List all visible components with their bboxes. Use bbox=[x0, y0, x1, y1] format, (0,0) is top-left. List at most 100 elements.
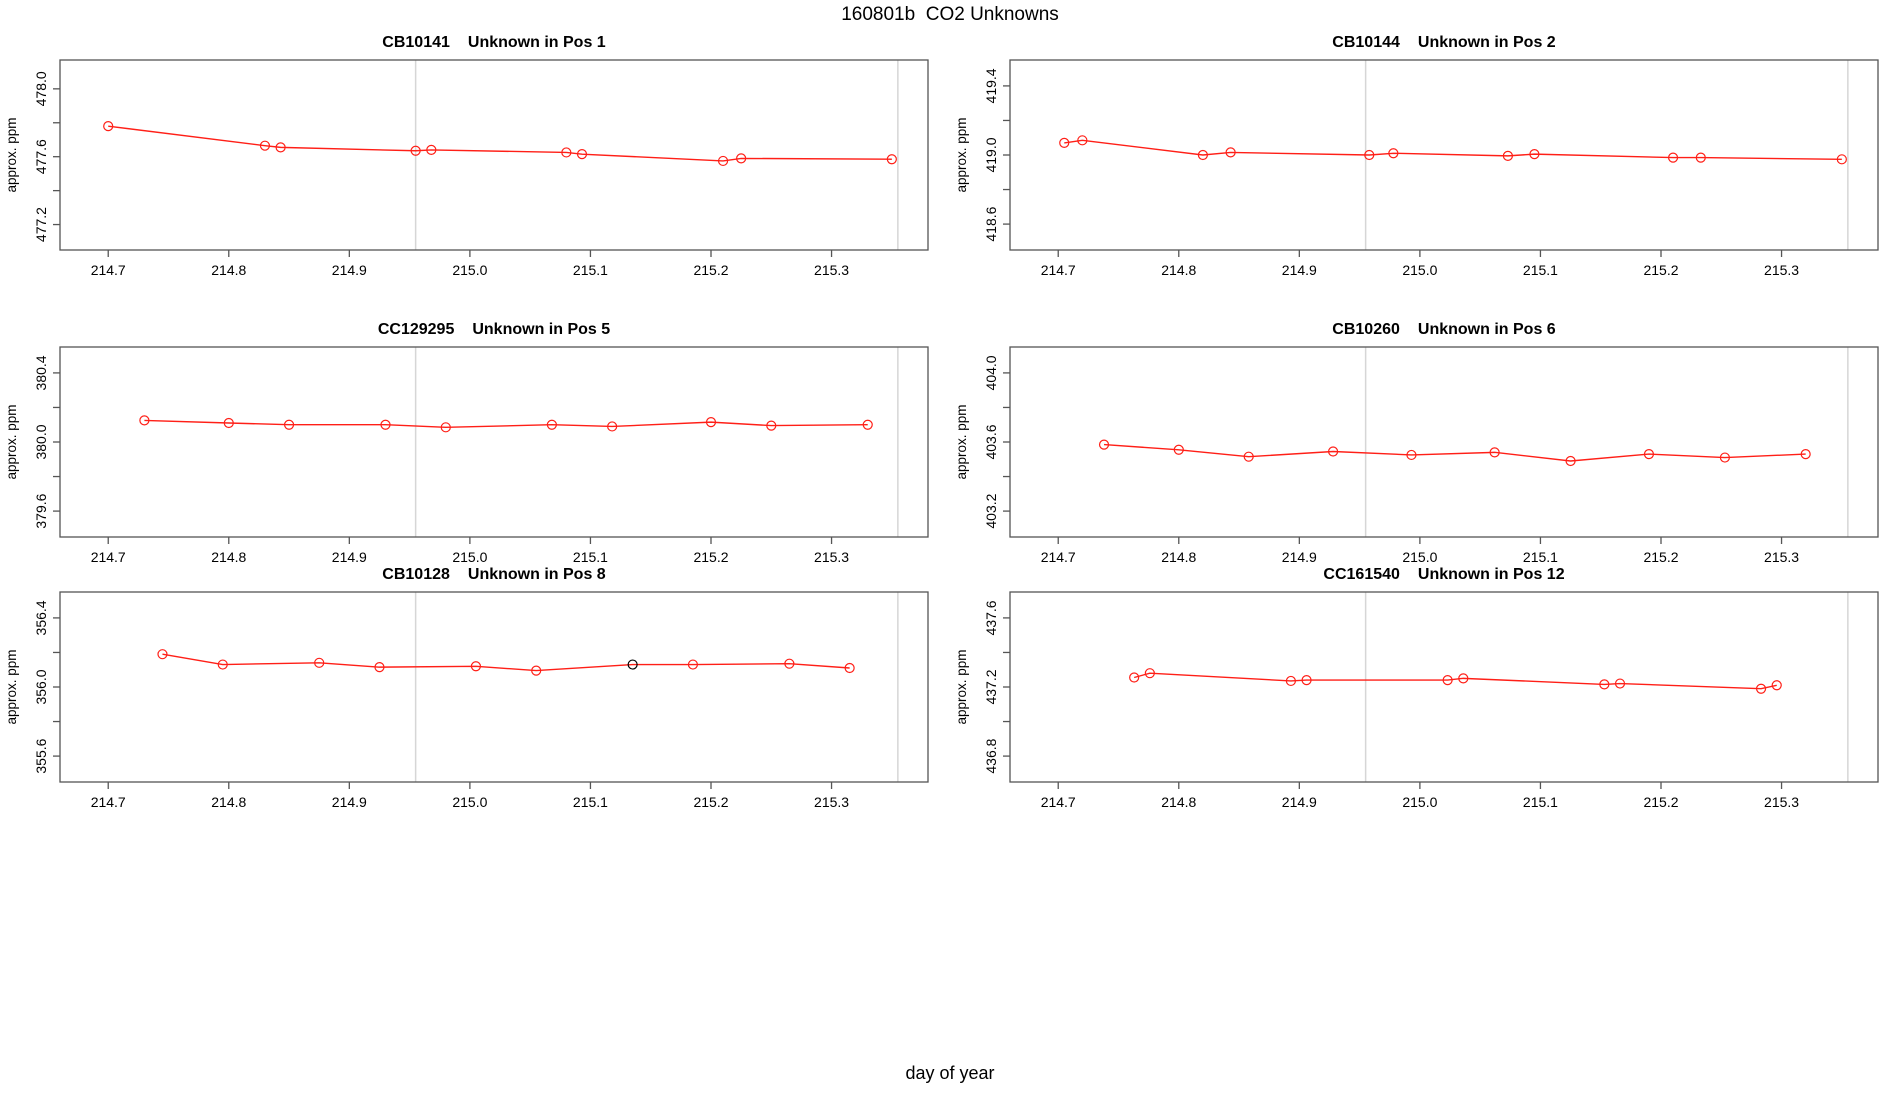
subplot-title: CB10144 Unknown in Pos 2 bbox=[1332, 34, 1556, 51]
x-tick-label: 215.1 bbox=[1523, 549, 1558, 565]
data-point bbox=[1836, 154, 1847, 165]
data-point bbox=[470, 661, 482, 672]
y-tick-label: 437.6 bbox=[983, 600, 999, 635]
data-point bbox=[275, 142, 286, 153]
data-point bbox=[1489, 447, 1500, 458]
data-point bbox=[576, 149, 588, 160]
subplot-canvas: 214.7 214.8 214.9 215.0 215.1 215.2 215.3 436.8… bbox=[954, 566, 1879, 810]
x-tick-label: 214.8 bbox=[211, 262, 246, 278]
x-tick-label: 215.3 bbox=[1764, 794, 1799, 810]
data-point bbox=[1771, 680, 1782, 691]
data-point bbox=[374, 662, 385, 673]
data-point bbox=[766, 420, 777, 431]
y-tick-label: 403.2 bbox=[983, 493, 999, 528]
y-tick-label: 477.2 bbox=[33, 207, 49, 242]
subplot-title: CC161540 Unknown in Pos 12 bbox=[1323, 566, 1564, 583]
x-tick-label: 215.0 bbox=[452, 794, 487, 810]
x-tick-label: 214.7 bbox=[1041, 549, 1076, 565]
data-point bbox=[1599, 679, 1610, 690]
subplot-1: 214.7 214.8 214.9 215.0 215.1 215.2 215.3 477.2… bbox=[0, 25, 950, 315]
data-point bbox=[736, 153, 747, 164]
data-point bbox=[259, 140, 271, 151]
y-tick-label: 419.4 bbox=[983, 68, 999, 103]
data-point bbox=[1098, 439, 1110, 450]
data-point bbox=[1225, 147, 1236, 158]
data-point bbox=[561, 147, 572, 158]
x-tick-label: 215.2 bbox=[1643, 794, 1678, 810]
data-point bbox=[1059, 137, 1070, 149]
data-point bbox=[380, 419, 391, 430]
series-line bbox=[162, 653, 850, 672]
subplot-title: CB10128 Unknown in Pos 8 bbox=[382, 566, 606, 583]
data-point bbox=[1502, 150, 1513, 161]
data-point bbox=[705, 417, 717, 428]
data-point bbox=[139, 415, 150, 426]
y-tick-label: 380.0 bbox=[33, 424, 49, 459]
data-point bbox=[1719, 452, 1730, 463]
y-tick-label: 355.6 bbox=[33, 738, 49, 773]
subplot-4: 214.7 214.8 214.9 215.0 215.1 215.2 215.3 403.2… bbox=[950, 312, 1900, 602]
x-tick-label: 215.3 bbox=[814, 794, 849, 810]
subplot-canvas: 214.7 214.8 214.9 215.0 215.1 215.2 215.3 403.2… bbox=[954, 321, 1879, 565]
data-point bbox=[217, 659, 228, 670]
data-point bbox=[862, 419, 873, 430]
x-tick-label: 215.1 bbox=[573, 262, 608, 278]
y-tick-label: 380.4 bbox=[33, 355, 49, 390]
x-tick-label: 215.0 bbox=[1402, 549, 1437, 565]
x-tick-label: 215.1 bbox=[1523, 794, 1558, 810]
data-point bbox=[1144, 668, 1155, 679]
data-point bbox=[1285, 675, 1296, 687]
y-axis-label: approx. ppm bbox=[4, 404, 19, 479]
subplot-title: CC129295 Unknown in Pos 5 bbox=[378, 321, 610, 338]
data-point bbox=[1406, 449, 1417, 461]
x-tick-label: 214.8 bbox=[1161, 794, 1196, 810]
x-tick-label: 215.1 bbox=[1523, 262, 1558, 278]
subplot-canvas: 214.7 214.8 214.9 215.0 215.1 215.2 215.3 418.6… bbox=[954, 34, 1879, 278]
y-tick-label: 436.8 bbox=[983, 738, 999, 773]
data-point bbox=[1667, 152, 1679, 163]
x-tick-label: 214.8 bbox=[1161, 549, 1196, 565]
outlier-point bbox=[627, 659, 638, 670]
data-point bbox=[410, 145, 421, 156]
x-tick-label: 215.1 bbox=[573, 794, 608, 810]
data-point bbox=[1800, 448, 1811, 460]
subplot-canvas: 214.7 214.8 214.9 215.0 215.1 215.2 215.3 477.2… bbox=[4, 34, 929, 278]
x-tick-label: 214.8 bbox=[211, 549, 246, 565]
y-tick-label: 356.0 bbox=[33, 669, 49, 704]
series-line bbox=[108, 125, 892, 162]
x-tick-label: 214.9 bbox=[1282, 262, 1317, 278]
data-point bbox=[157, 649, 168, 660]
x-tick-label: 214.9 bbox=[1282, 549, 1317, 565]
x-tick-label: 214.7 bbox=[91, 549, 126, 565]
data-point bbox=[1301, 674, 1312, 686]
data-point bbox=[223, 417, 234, 429]
y-tick-label: 477.6 bbox=[33, 139, 49, 174]
data-point bbox=[1614, 678, 1626, 689]
y-tick-label: 356.4 bbox=[33, 600, 49, 635]
x-tick-label: 214.9 bbox=[332, 262, 367, 278]
series-line bbox=[1103, 443, 1806, 462]
x-tick-label: 215.0 bbox=[1402, 794, 1437, 810]
plot-box bbox=[1009, 591, 1879, 783]
x-tick-label: 215.3 bbox=[814, 262, 849, 278]
subplot-2: 214.7 214.8 214.9 215.0 215.1 215.2 215.3 418.6… bbox=[950, 25, 1900, 315]
data-point bbox=[1364, 149, 1375, 161]
x-tick-label: 214.9 bbox=[332, 794, 367, 810]
subplot-5: 214.7 214.8 214.9 215.0 215.1 215.2 215.3 355.6… bbox=[0, 557, 950, 847]
x-tick-label: 214.7 bbox=[1041, 262, 1076, 278]
x-tick-label: 214.7 bbox=[1041, 794, 1076, 810]
y-tick-label: 418.6 bbox=[983, 206, 999, 241]
data-point bbox=[1458, 673, 1469, 684]
plot-box bbox=[59, 346, 929, 538]
data-point bbox=[426, 144, 437, 156]
x-tick-label: 215.1 bbox=[573, 549, 608, 565]
x-tick-label: 215.0 bbox=[452, 549, 487, 565]
y-axis-label: approx. ppm bbox=[4, 117, 19, 192]
subplot-3: 214.7 214.8 214.9 215.0 215.1 215.2 215.3 379.6… bbox=[0, 312, 950, 602]
x-tick-label: 215.3 bbox=[814, 549, 849, 565]
data-point bbox=[1243, 451, 1254, 462]
subplot-title: CB10141 Unknown in Pos 1 bbox=[382, 34, 606, 51]
data-point bbox=[546, 419, 557, 430]
x-tick-label: 215.3 bbox=[1764, 549, 1799, 565]
